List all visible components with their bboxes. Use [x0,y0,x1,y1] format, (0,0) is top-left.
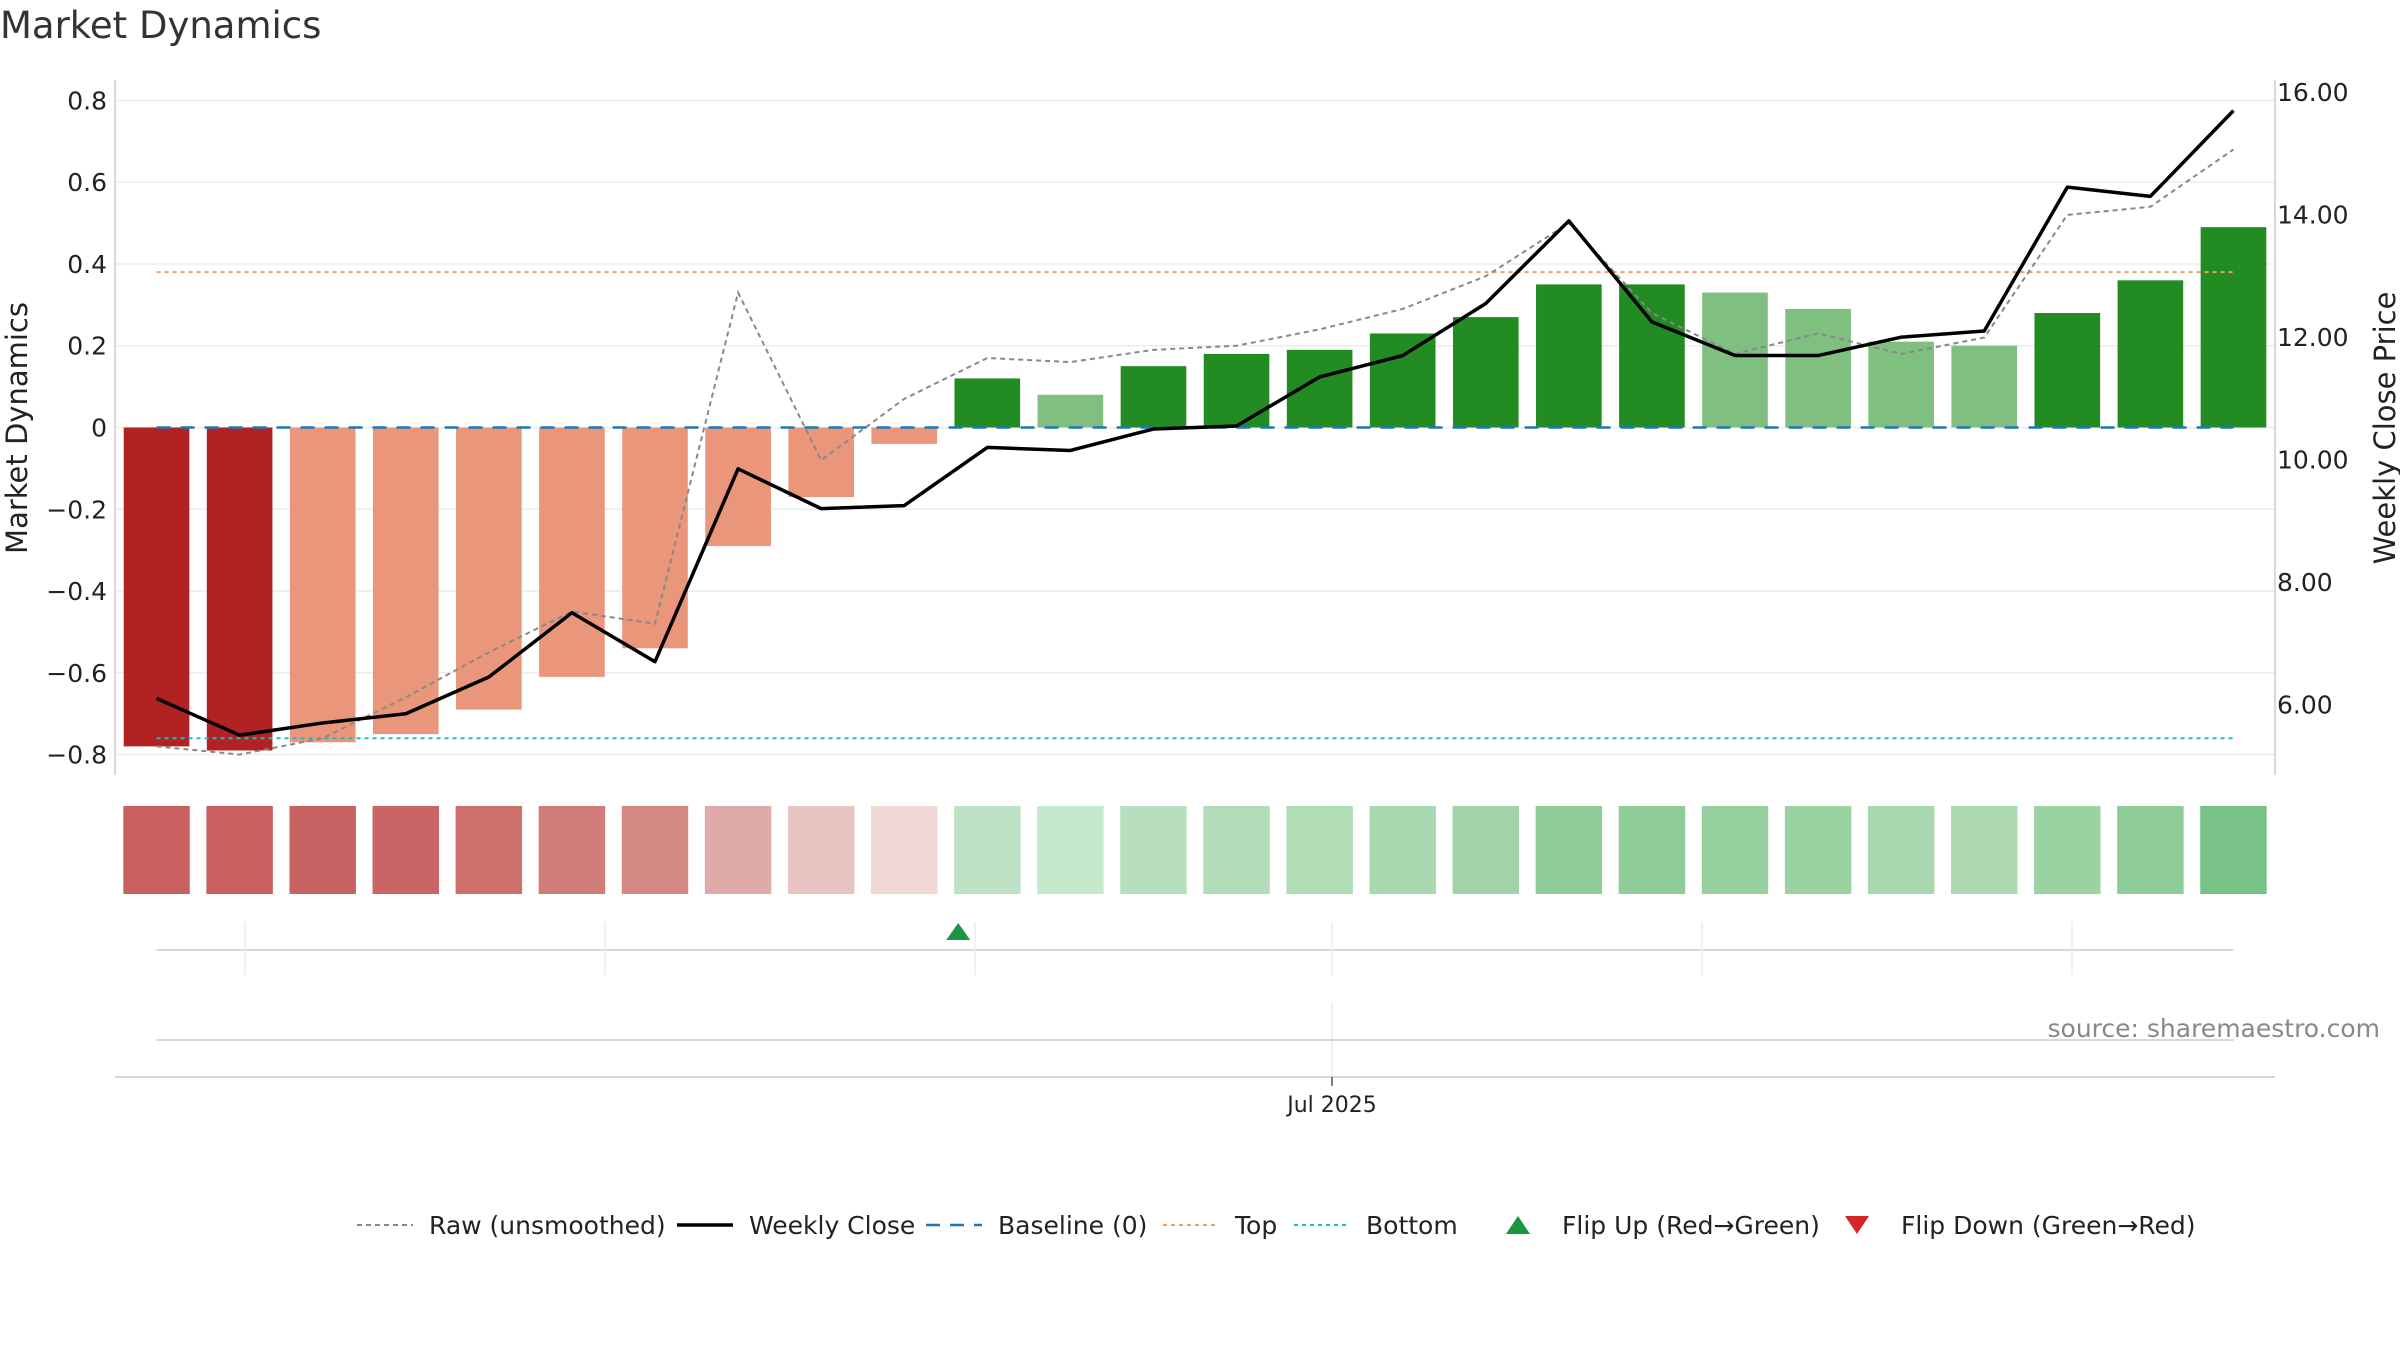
heat-cell [1784,806,1852,894]
legend-label: Top [1234,1211,1277,1240]
heat-cell [1037,806,1104,894]
y-tick-label: 0.8 [67,86,107,115]
heat-cell [123,806,190,894]
y-tick-label: −0.8 [46,741,107,770]
y2-tick-label: 14.00 [2277,201,2349,230]
heat-cell [2117,806,2184,894]
dynamics-bar [206,427,273,751]
dynamics-bar [705,427,771,547]
dynamics-bar [871,427,938,444]
dynamics-bar [1120,366,1187,428]
legend-label: Weekly Close [749,1211,915,1240]
dynamics-bar [372,427,439,735]
y2-tick-label: 8.00 [2277,568,2333,597]
heat-cell [1701,806,1769,894]
dynamics-bar [1619,284,1685,428]
heat-cell [1452,806,1519,894]
y2-tick-label: 6.00 [2277,691,2333,720]
heat-cell [206,806,273,894]
dynamics-bar [1536,284,1602,428]
heat-cell [954,806,1021,894]
heat-cell [871,806,938,894]
heat-cell [1203,806,1270,894]
heat-cell [1120,806,1187,894]
dynamics-bar [539,427,605,677]
dynamics-bar [1452,317,1519,428]
raw-series-line [156,148,2235,756]
heat-cell [704,806,772,894]
dynamics-bar [788,427,854,497]
legend-label: Raw (unsmoothed) [429,1211,666,1240]
flip-up-marker [946,923,971,940]
legend-swatch-flip-down [1845,1216,1869,1234]
legend-label: Flip Up (Red→Green) [1562,1211,1820,1240]
legend-label: Baseline (0) [998,1211,1147,1240]
heat-cell [538,806,606,894]
dynamics-bar [1369,333,1436,428]
y-tick-label: −0.2 [46,495,107,524]
heat-cell [455,806,523,894]
dynamics-bar [123,427,190,747]
source-note: source: sharemaestro.com [2047,1014,2381,1043]
heat-cell [1618,806,1686,894]
heat-cell [1286,806,1353,894]
chart-title: Market Dynamics [0,4,322,47]
y2-tick-label: 10.00 [2277,446,2349,475]
legend-label: Bottom [1366,1211,1458,1240]
heat-cell [372,806,439,894]
dynamics-bar [1868,341,1934,428]
dynamics-bar [456,427,522,710]
heat-cell [787,806,855,894]
legend-label: Flip Down (Green→Red) [1901,1211,2196,1240]
heat-cell [2034,806,2101,894]
y2-axis-label: Weekly Close Price [2368,292,2400,565]
y2-tick-label: 12.00 [2277,323,2349,352]
dynamics-bar [1702,292,1768,428]
y-tick-label: 0.6 [67,168,107,197]
x-tick-label: Jul 2025 [1285,1093,1377,1118]
y-tick-label: 0.4 [67,250,107,279]
dynamics-bar [2200,227,2267,428]
y-tick-label: −0.4 [46,577,107,606]
legend-swatch-flip-up [1506,1216,1530,1234]
heat-cell [1951,806,2018,894]
heat-cell [2200,806,2267,894]
heat-cell [1369,806,1436,894]
heat-cell [621,806,689,894]
dynamics-bar [1951,345,2018,428]
dynamics-bar [289,427,356,743]
dynamics-bar [622,427,688,649]
dynamics-bar [954,378,1021,428]
y2-tick-label: 16.00 [2277,78,2349,107]
y-tick-label: 0.2 [67,332,107,361]
weekly-close-line [155,109,2235,737]
heat-cell [1535,806,1603,894]
heat-cell [1867,806,1935,894]
dynamics-bar [2117,280,2184,428]
dynamics-bar [1037,394,1104,428]
y-tick-label: −0.6 [46,659,107,688]
dynamics-bar [2034,313,2101,428]
heat-cell [289,806,356,894]
y-tick-label: 0 [91,414,107,443]
dynamics-bar [1203,353,1270,428]
dynamics-bar [1785,308,1851,428]
y-axis-label: Market Dynamics [0,302,34,554]
